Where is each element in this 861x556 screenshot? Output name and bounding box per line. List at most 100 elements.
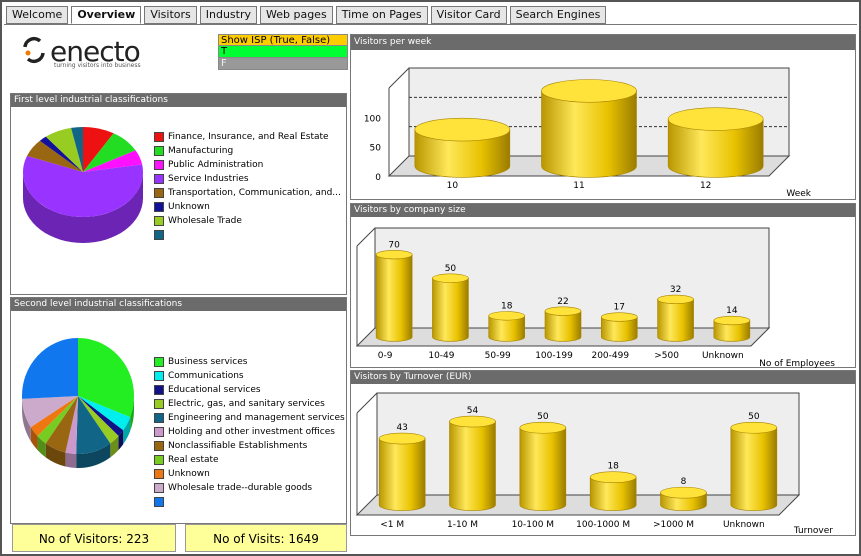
- bar: [657, 294, 694, 342]
- tab-visitors[interactable]: Visitors: [144, 6, 197, 24]
- bar-body: [541, 90, 637, 178]
- bar-body: [589, 476, 637, 511]
- turnover-title: Visitors by Turnover (EUR): [351, 371, 855, 384]
- x-tick-label: 10-100 M: [512, 520, 555, 530]
- legend-swatch: [154, 497, 164, 507]
- tab-industry[interactable]: Industry: [199, 6, 257, 24]
- bar: [541, 79, 637, 178]
- pie-slice: [65, 396, 78, 454]
- bar-top: [657, 294, 694, 304]
- first-level-legend-item: Wholesale Trade: [154, 214, 341, 228]
- pie-slice-side: [130, 396, 134, 432]
- x-tick-label: 50-99: [485, 351, 511, 361]
- bar-value-label: 8: [681, 477, 687, 487]
- x-tick-label: Unknown: [723, 520, 765, 530]
- pie-slice: [78, 338, 135, 418]
- x-tick-label: 1-10 M: [447, 520, 478, 530]
- second-level-legend-item: Wholesale trade--durable goods: [154, 481, 345, 495]
- tab-web-pages[interactable]: Web pages: [260, 6, 333, 24]
- bar-top: [432, 273, 469, 283]
- tab-overview[interactable]: Overview: [71, 6, 142, 24]
- legend-label: Unknown: [168, 469, 210, 479]
- isp-false-option[interactable]: F: [218, 58, 348, 70]
- pie-slice: [22, 155, 143, 217]
- x-tick-label: 11: [573, 181, 584, 191]
- pie-slice-side: [30, 427, 38, 451]
- bar-body: [667, 118, 764, 178]
- bar-body: [600, 316, 638, 342]
- bar-top: [378, 432, 426, 445]
- x-tick-label: 10: [447, 181, 459, 191]
- bar-top: [519, 421, 567, 434]
- legend-swatch: [154, 188, 164, 198]
- legend-label: Transportation, Communication, and...: [168, 188, 341, 198]
- x-axis-label: No of Employees: [759, 359, 835, 368]
- tab-time-on-pages[interactable]: Time on Pages: [335, 6, 428, 24]
- company-size-chart: 70 0-9 50 10-49 18 50-99 22 100-199 17 200-499 32 >…: [355, 227, 835, 368]
- visits-count: No of Visits: 1649: [185, 524, 347, 552]
- bar-top: [488, 311, 526, 321]
- bar-value-label: 50: [748, 412, 760, 422]
- bar-body: [544, 310, 582, 342]
- logo-swirl-icon: [23, 36, 45, 64]
- legend-label: Communications: [168, 371, 244, 381]
- tab-welcome[interactable]: Welcome: [6, 6, 69, 24]
- bar-body: [713, 320, 751, 342]
- y-tick-label: 50: [370, 144, 382, 154]
- legend-swatch: [154, 371, 164, 381]
- visitors-per-week-title: Visitors per week: [351, 35, 855, 50]
- legend-label: Nonclassifiable Establishments: [168, 441, 308, 451]
- legend-swatch: [154, 441, 164, 451]
- pie-slice: [39, 136, 83, 172]
- legend-swatch: [154, 385, 164, 395]
- isp-true-option[interactable]: T: [218, 46, 348, 58]
- legend-swatch: [154, 202, 164, 212]
- bar-value-label: 54: [467, 406, 479, 416]
- pie-slice: [45, 396, 78, 453]
- bar-value-label: 14: [726, 306, 738, 316]
- first-level-legend-item: [154, 228, 341, 242]
- tab-search-engines[interactable]: Search Engines: [509, 6, 607, 24]
- x-axis-label: Week: [786, 189, 811, 199]
- legend-label: Electric, gas, and sanitary services: [168, 399, 325, 409]
- pie-slice: [78, 396, 124, 437]
- bar: [589, 471, 637, 511]
- bar: [660, 486, 707, 511]
- isp-filter: Show ISP (True, False) T F: [218, 34, 348, 70]
- pie-slice: [78, 396, 131, 431]
- legend-label: Real estate: [168, 455, 219, 465]
- x-tick-label: 100-1000 M: [576, 520, 630, 530]
- bar-top: [589, 471, 637, 484]
- pie-slice: [30, 396, 78, 437]
- bar: [519, 421, 567, 511]
- pie-slice: [83, 150, 143, 172]
- bar-value-label: 18: [501, 302, 513, 312]
- logo-tagline: turning visitors into business: [54, 62, 141, 69]
- pie-slice: [27, 140, 83, 172]
- legend-label: Manufacturing: [168, 146, 234, 156]
- bar: [375, 250, 413, 342]
- bar-value-label: 18: [607, 462, 619, 472]
- second-level-legend-item: Holding and other investment offices: [154, 425, 345, 439]
- bar-body: [657, 299, 694, 342]
- legend-swatch: [154, 427, 164, 437]
- pie-slice-side: [76, 443, 111, 468]
- bar: [488, 311, 526, 342]
- bar-top: [544, 306, 582, 316]
- bar: [432, 273, 469, 342]
- bar-value-label: 50: [537, 412, 549, 422]
- legend-swatch: [154, 174, 164, 184]
- x-tick-label: <1 M: [380, 520, 404, 530]
- x-tick-label: 200-499: [591, 351, 629, 361]
- pie-slice: [83, 133, 136, 172]
- legend-swatch: [154, 230, 164, 240]
- second-level-pie-chart: [22, 338, 135, 468]
- first-level-legend-item: Unknown: [154, 200, 341, 214]
- bar-top: [449, 415, 496, 428]
- second-level-title: Second level industrial classifications: [11, 298, 346, 311]
- legend-swatch: [154, 160, 164, 170]
- x-tick-label: 100-199: [535, 351, 573, 361]
- second-level-legend-item: Educational services: [154, 383, 345, 397]
- tab-visitor-card[interactable]: Visitor Card: [430, 6, 507, 24]
